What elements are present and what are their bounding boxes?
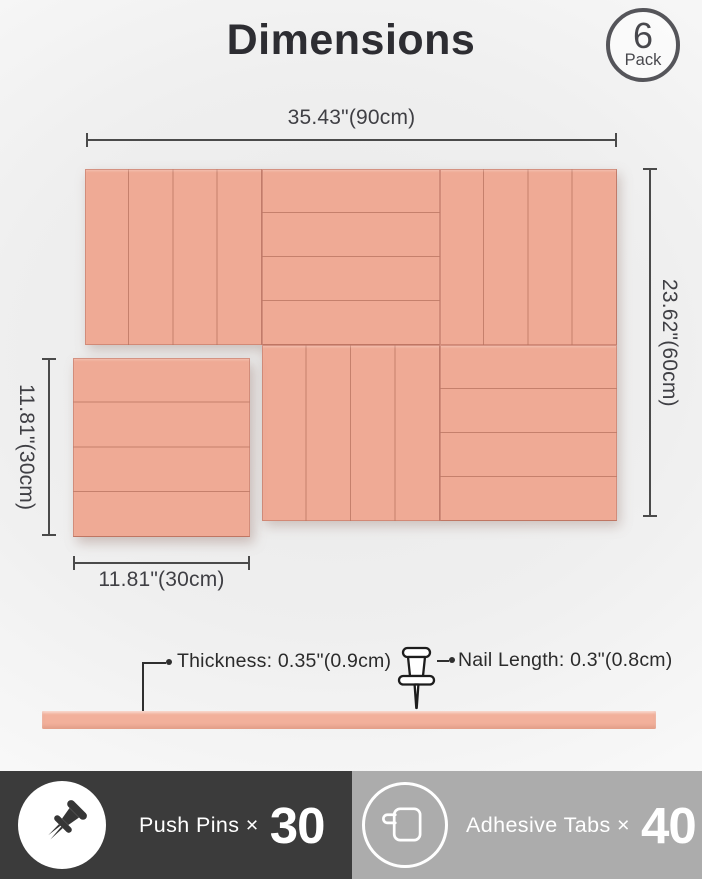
- pack-count-badge: 6 Pack: [606, 8, 680, 82]
- tile-width-label: 11.81"(30cm): [98, 568, 225, 591]
- tile-height-label: 11.81"(30cm): [15, 383, 38, 511]
- tile-height-dim-line: [42, 358, 56, 536]
- thickness-leader-dot: [166, 659, 172, 665]
- nail-leader-line: [437, 660, 449, 662]
- dim-tick: [643, 168, 657, 170]
- dim-tick: [643, 515, 657, 517]
- contents-bar: Push Pins × 30 Adhesive Tabs × 40: [0, 771, 702, 879]
- thickness-label: Thickness: 0.35"(0.9cm): [177, 650, 392, 672]
- board-height-dim-line: [643, 168, 657, 517]
- dim-tick: [42, 358, 56, 360]
- dim-tick: [73, 556, 75, 570]
- thickness-leader-line: [142, 662, 166, 664]
- pack-count: 6: [632, 15, 654, 57]
- dim-tick: [248, 556, 250, 570]
- page-title: Dimensions: [226, 16, 476, 64]
- thickness-leader-line: [142, 662, 144, 713]
- dim-tick: [42, 534, 56, 536]
- nail-length-label: Nail Length: 0.3"(0.8cm): [458, 649, 673, 671]
- push-pin-outline-icon: [397, 646, 436, 710]
- adhesive-tabs-section: Adhesive Tabs × 40: [352, 771, 702, 879]
- tile-width-dim-line: [73, 556, 250, 570]
- felt-tile: [439, 345, 617, 521]
- adhesive-tabs-label: Adhesive Tabs ×: [466, 812, 630, 837]
- push-pins-label: Push Pins ×: [139, 812, 259, 837]
- push-pin-icon-circle: [18, 781, 106, 869]
- felt-tile: [439, 169, 617, 345]
- dim-tick: [615, 133, 617, 147]
- adhesive-tab-icon-circle: [362, 782, 448, 868]
- adhesive-tabs-count: 40: [640, 796, 697, 854]
- felt-tile: [262, 169, 440, 345]
- push-pins-count: 30: [269, 796, 326, 854]
- felt-tile: [85, 169, 263, 345]
- adhesive-tab-icon: [382, 807, 422, 842]
- dim-tick: [86, 133, 88, 147]
- felt-tile: [262, 345, 440, 521]
- board-width-dim-line: [86, 133, 617, 147]
- board-width-label: 35.43"(90cm): [287, 106, 416, 129]
- panel-side-view: [42, 711, 656, 729]
- pack-unit: Pack: [624, 50, 662, 69]
- push-pin-icon: [48, 800, 87, 840]
- felt-tile-detached: [73, 358, 250, 537]
- push-pins-section: Push Pins × 30: [0, 771, 352, 879]
- nail-leader-dot: [449, 657, 455, 663]
- board-height-label: 23.62"(60cm): [658, 278, 681, 407]
